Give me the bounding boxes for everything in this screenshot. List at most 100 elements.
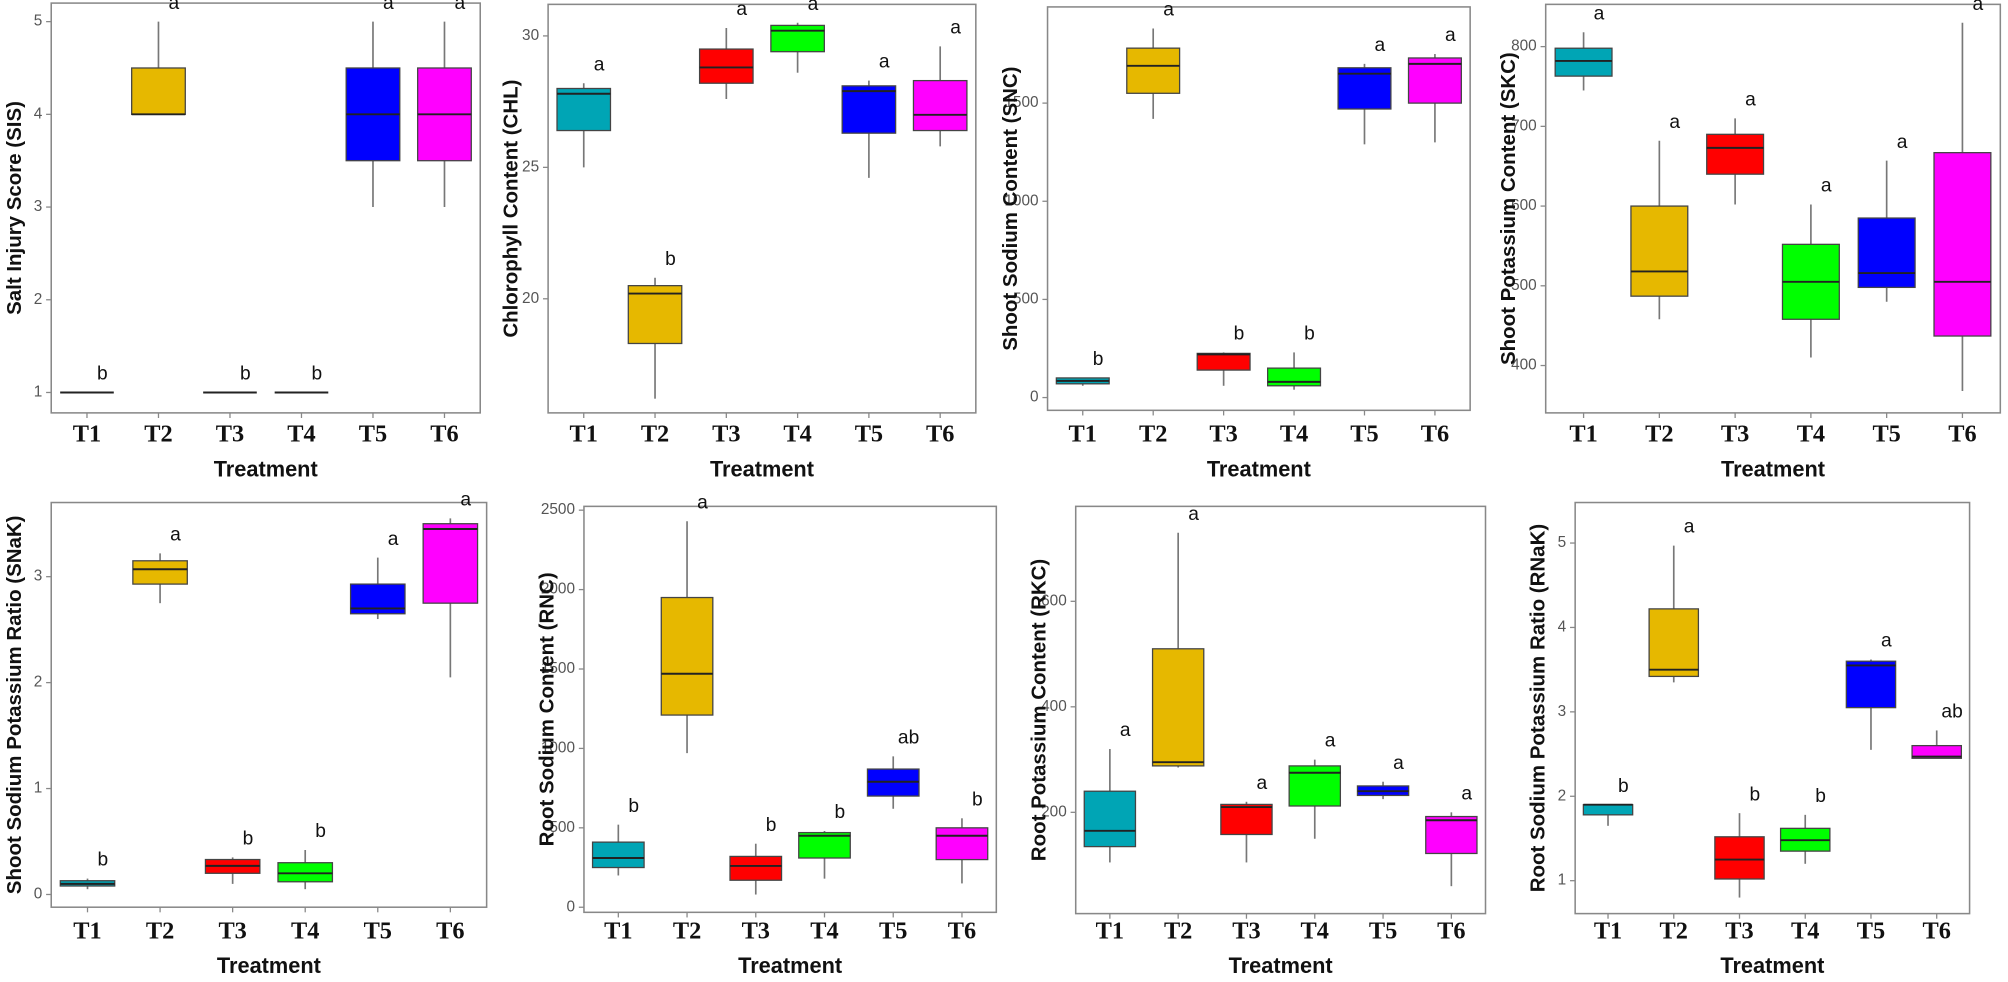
y-tick-label: 1500 xyxy=(541,660,575,677)
group-letter: a xyxy=(1445,25,1456,46)
box xyxy=(1630,205,1689,297)
group-letter: a xyxy=(808,0,819,15)
x-tick-label: T4 xyxy=(783,421,811,448)
x-axis-label: Treatment xyxy=(710,456,814,481)
x-tick-label: T4 xyxy=(287,421,315,448)
y-tick-label: 3 xyxy=(34,198,43,215)
y-tick-label: 800 xyxy=(1511,38,1537,55)
plot-frame xyxy=(1046,6,1471,412)
x-axis-label: Treatment xyxy=(1721,456,1825,481)
group-letter: b xyxy=(1304,324,1315,345)
box xyxy=(1582,804,1634,816)
x-tick-label: T1 xyxy=(604,917,632,944)
x-tick-label: T1 xyxy=(570,421,598,448)
box xyxy=(935,827,989,861)
x-tick-label: T5 xyxy=(1350,421,1378,448)
box xyxy=(912,79,968,132)
x-tick-label: T3 xyxy=(218,917,246,944)
box xyxy=(660,596,714,716)
group-letter: a xyxy=(1120,720,1131,741)
group-letter: b xyxy=(240,364,251,385)
group-letter: b xyxy=(628,796,639,817)
y-axis-label: Salt Injury Score (SIS) xyxy=(3,101,26,315)
x-tick-label: T5 xyxy=(1857,917,1885,944)
y-tick-label: 500 xyxy=(549,819,575,836)
x-tick-label: T6 xyxy=(1948,421,1976,448)
y-tick-label: 0 xyxy=(34,886,43,903)
group-letter: a xyxy=(460,490,471,511)
x-tick-label: T1 xyxy=(1096,917,1124,944)
group-letter: a xyxy=(879,52,890,73)
x-tick-label: T1 xyxy=(73,917,101,944)
box xyxy=(1083,790,1137,848)
group-letter: a xyxy=(1684,517,1695,538)
box xyxy=(277,862,334,883)
group-letter: b xyxy=(315,821,326,842)
box xyxy=(1714,836,1765,880)
group-letter: a xyxy=(169,0,180,14)
group-letter: a xyxy=(1821,176,1832,197)
group-letter: a xyxy=(1375,35,1386,56)
box xyxy=(556,87,612,132)
y-tick-label: 3 xyxy=(1558,703,1567,720)
x-axis-label: Treatment xyxy=(217,953,321,978)
x-tick-label: T3 xyxy=(216,421,244,448)
group-letter: a xyxy=(1972,0,1983,15)
y-tick-label: 600 xyxy=(1041,592,1067,609)
y-tick-label: 2 xyxy=(1558,787,1567,804)
x-tick-label: T5 xyxy=(359,421,387,448)
x-tick-label: T6 xyxy=(436,917,464,944)
group-letter: b xyxy=(97,364,108,385)
group-letter: a xyxy=(455,0,466,14)
box xyxy=(131,67,186,115)
x-axis-label: Treatment xyxy=(738,953,842,978)
group-letter: a xyxy=(1393,753,1404,774)
x-tick-label: T4 xyxy=(1301,917,1329,944)
group-letter: a xyxy=(1594,3,1605,24)
y-tick-label: 1000 xyxy=(1004,192,1038,209)
box xyxy=(770,24,825,53)
y-tick-label: 20 xyxy=(522,290,539,307)
box xyxy=(1220,803,1273,836)
x-tick-label: T2 xyxy=(1645,421,1673,448)
x-tick-label: T2 xyxy=(144,421,172,448)
y-tick-label: 2 xyxy=(34,674,43,691)
group-letter: a xyxy=(736,0,747,20)
x-tick-label: T6 xyxy=(948,917,976,944)
box xyxy=(841,85,897,134)
group-letter: b xyxy=(1750,784,1761,805)
box xyxy=(1845,660,1897,709)
x-tick-label: T2 xyxy=(641,421,669,448)
y-tick-label: 500 xyxy=(1511,277,1537,294)
group-letter: a xyxy=(170,525,181,546)
y-tick-label: 600 xyxy=(1511,197,1537,214)
group-letter: b xyxy=(1093,349,1104,370)
box xyxy=(798,831,851,859)
y-tick-label: 4 xyxy=(1558,619,1567,636)
box xyxy=(1554,47,1613,77)
box xyxy=(1407,57,1462,104)
box xyxy=(422,523,479,604)
y-tick-label: 2500 xyxy=(541,501,575,518)
x-tick-label: T2 xyxy=(673,917,701,944)
y-tick-label: 0 xyxy=(1030,389,1039,406)
plot-frame xyxy=(547,3,977,414)
y-axis-label: Root Sodium Potassium Ratio (RNaK) xyxy=(1527,524,1550,892)
x-tick-label: T3 xyxy=(1725,917,1753,944)
y-tick-label: 5 xyxy=(1558,534,1567,551)
y-axis-label: Shoot Potassium Content (SKC) xyxy=(1497,52,1520,365)
x-tick-label: T5 xyxy=(1872,421,1900,448)
y-tick-label: 1 xyxy=(34,780,43,797)
x-tick-label: T3 xyxy=(1232,917,1260,944)
plot-frame xyxy=(1544,3,2002,414)
x-tick-label: T6 xyxy=(1923,917,1951,944)
x-tick-label: T5 xyxy=(855,421,883,448)
x-tick-label: T5 xyxy=(1369,917,1397,944)
group-letter: ab xyxy=(898,728,919,749)
y-tick-label: 500 xyxy=(1013,290,1039,307)
group-letter: b xyxy=(312,364,323,385)
group-letter: a xyxy=(1897,132,1908,153)
group-letter: a xyxy=(1669,112,1680,133)
x-tick-label: T4 xyxy=(291,917,319,944)
